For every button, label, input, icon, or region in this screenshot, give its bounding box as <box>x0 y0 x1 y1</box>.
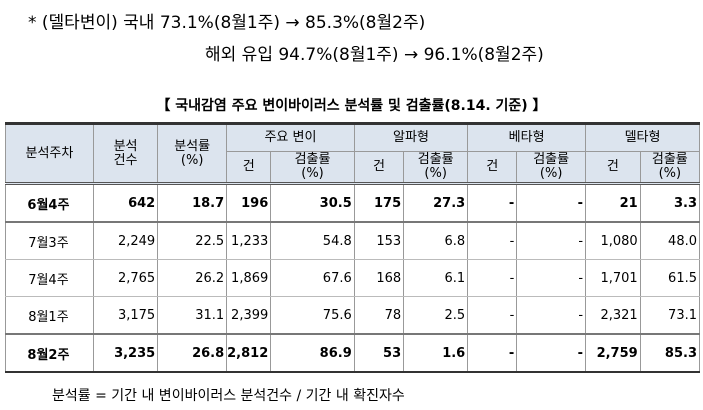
table-cell: 7월3주 <box>5 222 94 260</box>
table-cell: 22.5 <box>157 222 228 260</box>
table: 분석주차 분석 건수 분석률 (%) 주요 변이 알파형 베타형 델타형 건 검출률 (%) 건 검… <box>5 122 701 373</box>
table-cell: 7월4주 <box>5 259 94 297</box>
table-cell: 642 <box>92 183 159 223</box>
table-title: 【 국내감염 주요 변이바이러스 분석률 및 검출률(8.14. 기준) 】 <box>156 98 547 114</box>
table-cell: - <box>467 333 518 373</box>
column-header: 분석 건수 <box>92 123 159 185</box>
column-header: 건 <box>353 151 405 185</box>
table-cell: 2,765 <box>92 259 159 297</box>
table-cell: 175 <box>353 183 405 223</box>
table-cell: 3,175 <box>92 296 159 335</box>
table-cell: 196 <box>226 183 272 223</box>
table-cell: 2.5 <box>403 296 469 335</box>
table-cell: 2,249 <box>92 222 159 260</box>
table-cell: - <box>467 222 518 260</box>
header-row: 분석주차 분석 건수 분석률 (%) 주요 변이 알파형 베타형 델타형 <box>5 123 700 185</box>
table-row: 8월2주 3,235 26.8 2,812 86.9 53 1.6- -2,759 85.3 <box>5 333 701 373</box>
group-header: 베타형 <box>467 123 587 152</box>
table-body: 6월4주 642 18.7 196 30.5 175 27.3- -21 3.3 7월3주 2,24… <box>5 183 701 373</box>
table-row: 6월4주 642 18.7 196 30.5 175 27.3- -21 3.3 <box>5 183 701 223</box>
table-row: 7월3주 2,249 22.5 1,233 54.8 153 6.8- -1,080 48.0 <box>5 222 701 260</box>
table-cell: 1,233 <box>226 222 272 260</box>
table-cell: - <box>516 333 587 373</box>
column-header: 검출률 (%) <box>639 151 701 185</box>
table-cell: 1,701 <box>585 259 641 297</box>
table-cell: 8월1주 <box>5 296 94 335</box>
table-cell: - <box>467 296 518 335</box>
table-row: 8월1주 3,175 31.1 2,399 75.6 78 2.5- -2,321 73.1 <box>5 296 701 335</box>
column-header: 분석률 (%) <box>157 123 228 185</box>
table-cell: 2,759 <box>585 333 641 373</box>
note: * (델타변이) 국내 73.1%(8월1주) → 85.3%(8월2주) <box>28 13 426 33</box>
table-cell: 73.1 <box>639 296 701 335</box>
table-cell: - <box>516 296 587 335</box>
column-header: 건 <box>467 151 518 185</box>
table-cell: 2,399 <box>226 296 272 335</box>
table-cell: - <box>467 259 518 297</box>
table-cell: 53 <box>353 333 405 373</box>
table-cell: 18.7 <box>157 183 228 223</box>
note: 해외 유입 94.7%(8월1주) → 96.1%(8월2주) <box>205 45 544 65</box>
table-head: 분석주차 분석 건수 분석률 (%) 주요 변이 알파형 베타형 델타형 건 검출률 (%) 건 검… <box>5 123 701 185</box>
table-cell: 31.1 <box>157 296 228 335</box>
column-header: 검출률 (%) <box>403 151 469 185</box>
table-cell: 1,080 <box>585 222 641 260</box>
table-cell: 8월2주 <box>5 333 94 373</box>
table-cell: 48.0 <box>639 222 701 260</box>
group-header: 알파형 <box>353 123 469 152</box>
table-cell: 6.1 <box>403 259 469 297</box>
table-cell: 78 <box>353 296 405 335</box>
table-cell: 54.8 <box>270 222 355 260</box>
table-cell: 6월4주 <box>5 183 94 223</box>
table-cell: 85.3 <box>639 333 701 373</box>
table-cell: - <box>467 183 518 223</box>
table-cell: 67.6 <box>270 259 355 297</box>
table-cell: 6.8 <box>403 222 469 260</box>
table-cell: 1,869 <box>226 259 272 297</box>
table-cell: 21 <box>585 183 641 223</box>
group-header: 주요 변이 <box>226 123 355 152</box>
column-header: 건 <box>585 151 641 185</box>
column-header: 건 <box>226 151 272 185</box>
table-cell: - <box>516 259 587 297</box>
table-cell: 26.8 <box>157 333 228 373</box>
footnote: 분석률 = 기간 내 변이바이러스 분석건수 / 기간 내 확진자수 <box>52 388 405 404</box>
column-header: 검출률 (%) <box>270 151 355 185</box>
table-row: 7월4주 2,765 26.2 1,869 67.6 168 6.1- -1,701 61.5 <box>5 259 701 297</box>
table-cell: 75.6 <box>270 296 355 335</box>
table-cell: 26.2 <box>157 259 228 297</box>
table-cell: 30.5 <box>270 183 355 223</box>
table-cell: 3.3 <box>639 183 701 223</box>
header-row: 건 검출률 (%) 건 검출률 (%) 건 검출률 (%) 건 검출률 (%) <box>6 151 701 185</box>
column-header: 검출률 (%) <box>516 151 587 185</box>
table-cell: 86.9 <box>270 333 355 373</box>
table-cell: 27.3 <box>403 183 469 223</box>
table-cell: 2,812 <box>226 333 272 373</box>
table-cell: 2,321 <box>585 296 641 335</box>
table-cell: 61.5 <box>639 259 701 297</box>
table-cell: 1.6 <box>403 333 469 373</box>
table-cell: 153 <box>353 222 405 260</box>
group-header: 델타형 <box>585 123 700 152</box>
table-cell: 3,235 <box>92 333 159 373</box>
table-cell: - <box>516 222 587 260</box>
table-cell: 168 <box>353 259 405 297</box>
table-cell: - <box>516 183 587 223</box>
column-header: 분석주차 <box>5 123 94 185</box>
